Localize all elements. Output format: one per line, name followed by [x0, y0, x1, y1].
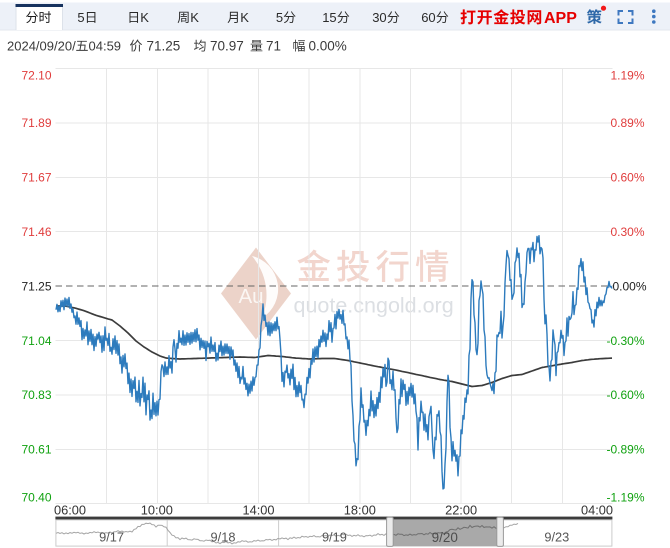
svg-text:5: 5 — [276, 10, 283, 25]
svg-text:71.04: 71.04 — [21, 334, 51, 348]
svg-text:18:00: 18:00 — [344, 503, 376, 518]
svg-text:30: 30 — [372, 10, 386, 25]
svg-text:22:00: 22:00 — [445, 503, 477, 518]
svg-text:70.40: 70.40 — [21, 491, 51, 505]
svg-text:quote.cngold.org: quote.cngold.org — [294, 294, 454, 318]
svg-text:5: 5 — [77, 10, 84, 25]
svg-text:04:00: 04:00 — [581, 503, 613, 518]
svg-text:APP: APP — [544, 10, 577, 27]
svg-text:-0.60%: -0.60% — [607, 388, 645, 402]
svg-text:71.67: 71.67 — [21, 171, 51, 185]
svg-text:2024/09/20/: 2024/09/20/ — [7, 39, 76, 54]
svg-text:9/23: 9/23 — [544, 530, 569, 545]
svg-text:0.00%: 0.00% — [613, 279, 647, 293]
svg-text:71.25: 71.25 — [147, 39, 181, 54]
svg-text:9/19: 9/19 — [322, 530, 347, 545]
svg-text:70.97: 70.97 — [210, 39, 244, 54]
svg-text:71: 71 — [266, 39, 281, 54]
svg-text:0.89%: 0.89% — [611, 116, 645, 130]
svg-text:04:59: 04:59 — [89, 39, 122, 54]
svg-text:10:00: 10:00 — [141, 503, 173, 518]
svg-text:72.10: 72.10 — [21, 68, 51, 82]
svg-text:K: K — [240, 10, 249, 25]
svg-text:70.61: 70.61 — [21, 443, 51, 457]
svg-text:K: K — [190, 10, 199, 25]
svg-text:9/17: 9/17 — [99, 530, 124, 545]
svg-text:-1.19%: -1.19% — [607, 491, 645, 505]
svg-text:71.46: 71.46 — [21, 225, 51, 239]
svg-text:71.25: 71.25 — [21, 279, 51, 293]
svg-text:K: K — [140, 10, 149, 25]
svg-text:9/18: 9/18 — [211, 530, 236, 545]
svg-text:60: 60 — [421, 10, 435, 25]
svg-text:-0.89%: -0.89% — [607, 443, 645, 457]
svg-text:Au: Au — [239, 285, 264, 308]
svg-text:0.30%: 0.30% — [611, 225, 645, 239]
svg-text:15: 15 — [322, 10, 336, 25]
svg-text:71.89: 71.89 — [21, 116, 51, 130]
svg-text:1.19%: 1.19% — [611, 68, 645, 82]
svg-text:9/20: 9/20 — [432, 530, 458, 545]
svg-text:0.60%: 0.60% — [611, 171, 645, 185]
svg-text:14:00: 14:00 — [242, 503, 274, 518]
svg-text:0.00%: 0.00% — [309, 39, 347, 54]
svg-text:06:00: 06:00 — [54, 503, 86, 518]
svg-text:70.83: 70.83 — [21, 388, 51, 402]
svg-text:-0.30%: -0.30% — [607, 334, 645, 348]
